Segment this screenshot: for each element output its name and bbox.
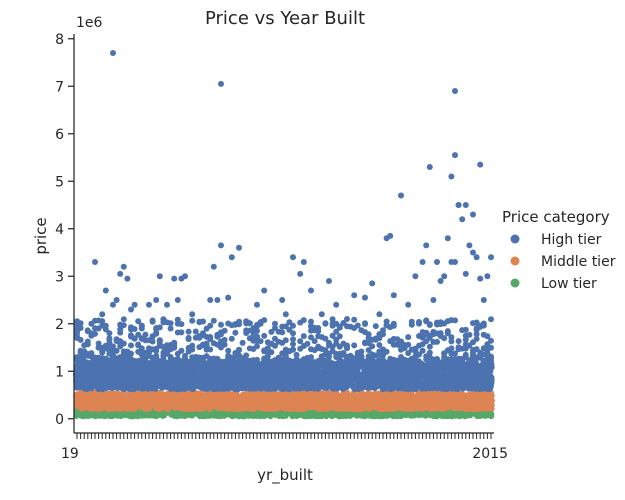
- data-point: [152, 384, 159, 391]
- data-point: [178, 321, 185, 328]
- data-point: [189, 317, 196, 324]
- y-scale-label: 1e6: [76, 15, 103, 31]
- data-point: [77, 391, 84, 398]
- data-point: [142, 331, 149, 338]
- data-point: [488, 393, 495, 400]
- data-point: [128, 350, 134, 357]
- x-axis-label: yr_built: [257, 466, 313, 485]
- series-middle-tier: [73, 389, 495, 413]
- chart-title: Price vs Year Built: [205, 8, 365, 29]
- data-point: [200, 318, 206, 325]
- y-axis-label: price: [32, 217, 50, 254]
- data-point: [218, 321, 224, 328]
- data-point: [98, 391, 105, 397]
- data-point: [232, 329, 239, 336]
- data-point: [149, 317, 156, 324]
- data-point: [156, 324, 163, 331]
- data-point: [92, 330, 98, 337]
- data-point: [236, 346, 242, 353]
- data-point: [120, 340, 127, 347]
- data-point: [149, 338, 156, 345]
- data-point: [178, 347, 185, 354]
- data-point: [221, 336, 228, 343]
- data-point: [84, 338, 91, 345]
- data-point: [488, 413, 495, 420]
- data-point: [117, 329, 124, 336]
- data-point: [167, 320, 174, 327]
- data-point: [77, 320, 84, 327]
- data-point: [221, 327, 228, 334]
- data-point: [207, 346, 214, 353]
- data-point: [178, 329, 185, 336]
- data-point: [185, 334, 192, 341]
- data-points: [73, 50, 495, 420]
- data-point: [189, 346, 196, 353]
- data-point: [128, 342, 134, 349]
- series-high-tier: [73, 50, 495, 393]
- data-point: [236, 318, 242, 325]
- data-point: [253, 390, 260, 396]
- data-point: [207, 322, 214, 329]
- data-point: [433, 413, 440, 420]
- data-point: [239, 339, 246, 346]
- data-point: [210, 317, 217, 324]
- data-point: [228, 335, 235, 342]
- data-point: [153, 330, 160, 337]
- data-point: [131, 326, 138, 332]
- data-point: [185, 328, 192, 335]
- data-point: [171, 339, 178, 346]
- data-point: [120, 322, 127, 329]
- data-point: [289, 397, 296, 404]
- data-point: [207, 334, 214, 340]
- data-point: [203, 393, 210, 399]
- data-point: [120, 316, 127, 323]
- data-point: [488, 401, 495, 407]
